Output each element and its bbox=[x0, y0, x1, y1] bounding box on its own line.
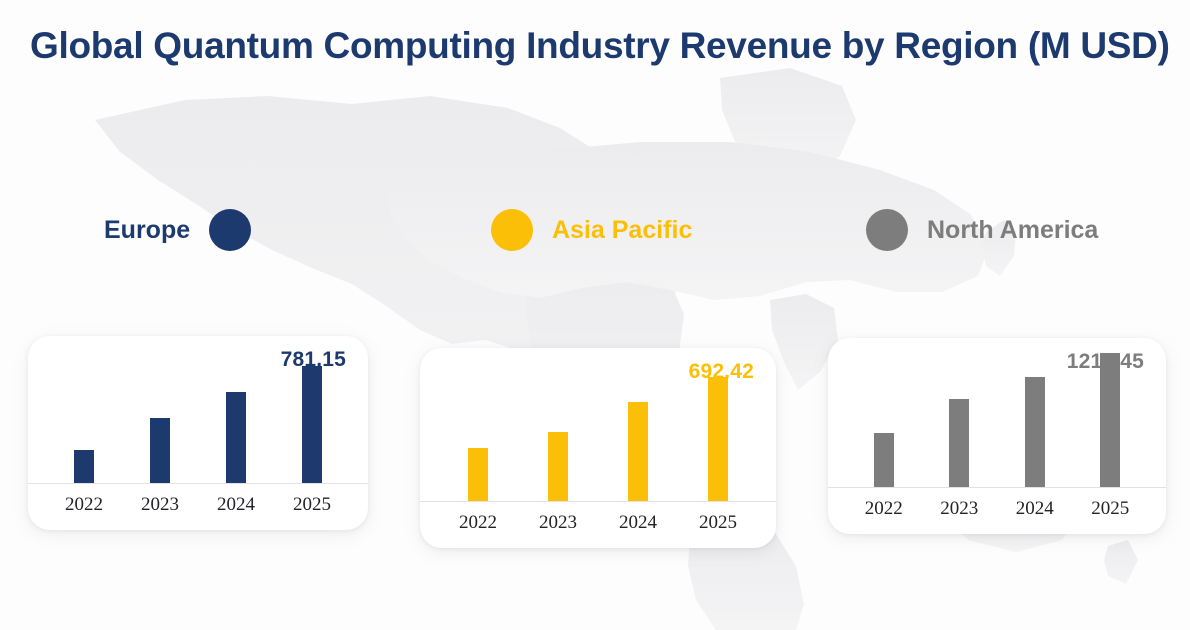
bar-slot bbox=[198, 362, 274, 483]
bar-plot-north-america bbox=[828, 353, 1166, 488]
bar-slot bbox=[678, 377, 758, 501]
legend-item-europe[interactable]: Europe bbox=[104, 200, 252, 260]
axis-tick-2022: 2022 bbox=[864, 498, 903, 519]
bar-slot bbox=[438, 380, 518, 501]
legend: Europe Asia Pacific North America bbox=[0, 200, 1190, 260]
page-title: Global Quantum Computing Industry Revenu… bbox=[30, 25, 1170, 66]
axis-tick-2025: 2025 bbox=[293, 494, 331, 515]
bar-plot-asia-pacific bbox=[420, 377, 776, 502]
x-axis-north-america: 2022 2023 2024 2025 bbox=[828, 492, 1166, 526]
circle-marker-icon bbox=[209, 209, 252, 251]
chart-card-europe: 781.15 2022 2023 2024 2025 bbox=[28, 336, 368, 530]
bar-slot bbox=[46, 362, 122, 483]
axis-tick-2023: 2023 bbox=[539, 512, 577, 533]
circle-marker-icon bbox=[866, 209, 908, 251]
bar-2024[interactable] bbox=[628, 402, 648, 501]
bar-slot bbox=[997, 366, 1073, 487]
bar-2024[interactable] bbox=[1024, 377, 1045, 487]
bar-2025[interactable] bbox=[708, 377, 728, 501]
bar-2024[interactable] bbox=[226, 392, 246, 483]
axis-tick-2025: 2025 bbox=[1091, 498, 1130, 519]
bar-slot bbox=[922, 366, 998, 487]
legend-label-north-america: North America bbox=[927, 215, 1099, 244]
bar-plot-europe bbox=[28, 362, 368, 484]
axis-tick-2022: 2022 bbox=[459, 512, 497, 533]
axis-tick-2023: 2023 bbox=[141, 494, 179, 515]
bar-2023[interactable] bbox=[150, 418, 170, 483]
axis-tick-2024: 2024 bbox=[217, 494, 255, 515]
bar-2022[interactable] bbox=[74, 450, 94, 483]
axis-tick-2024: 2024 bbox=[1015, 498, 1054, 519]
bar-2025[interactable] bbox=[1100, 353, 1121, 487]
legend-item-north-america[interactable]: North America bbox=[866, 200, 1098, 260]
bar-slot bbox=[1073, 353, 1149, 487]
bar-2023[interactable] bbox=[548, 432, 568, 501]
x-axis-asia-pacific: 2022 2023 2024 2025 bbox=[420, 506, 776, 540]
x-axis-europe: 2022 2023 2024 2025 bbox=[28, 488, 368, 522]
bar-2022[interactable] bbox=[873, 433, 894, 487]
axis-tick-2025: 2025 bbox=[699, 512, 737, 533]
bar-2023[interactable] bbox=[949, 399, 970, 487]
bar-slot bbox=[518, 380, 598, 501]
legend-label-europe: Europe bbox=[104, 215, 191, 244]
legend-label-asia-pacific: Asia Pacific bbox=[552, 215, 693, 244]
bar-2025[interactable] bbox=[302, 366, 322, 483]
legend-item-asia-pacific[interactable]: Asia Pacific bbox=[491, 200, 692, 260]
bar-slot bbox=[274, 362, 350, 483]
bar-slot bbox=[122, 362, 198, 483]
bar-slot bbox=[598, 380, 678, 501]
circle-marker-icon bbox=[491, 209, 533, 251]
bar-2022[interactable] bbox=[468, 448, 488, 501]
chart-card-asia-pacific: 692.42 2022 2023 2024 2025 bbox=[420, 348, 776, 548]
axis-tick-2022: 2022 bbox=[65, 494, 103, 515]
bar-slot bbox=[846, 366, 922, 487]
axis-tick-2024: 2024 bbox=[619, 512, 657, 533]
axis-tick-2023: 2023 bbox=[940, 498, 979, 519]
